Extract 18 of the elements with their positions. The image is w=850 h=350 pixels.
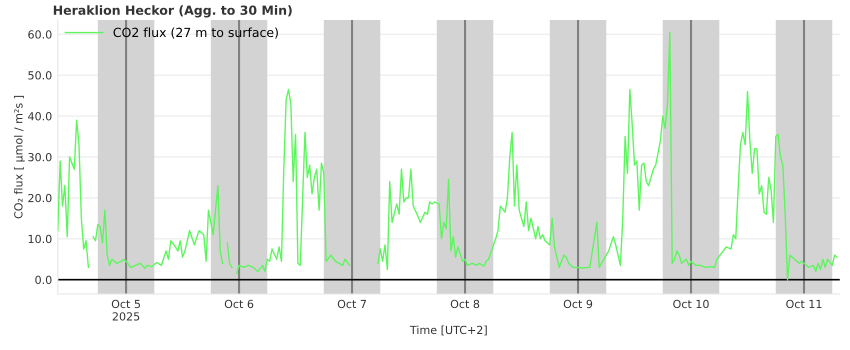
x-tick-label: Oct 10 — [673, 300, 709, 308]
y-tick-label: 0.0 — [35, 276, 52, 284]
x-tick-label: Oct 11 — [786, 300, 822, 308]
y-tick-label: 40.0 — [28, 112, 52, 120]
y-tick-label: 50.0 — [28, 71, 52, 80]
x-tick-label: Oct 7 — [338, 300, 366, 308]
y-tick-label: 30.0 — [28, 152, 52, 162]
legend-label: CO2 flux (27 m to surface) — [114, 27, 278, 39]
y-axis-title: CO₂ flux [ µmol / m²s ] — [14, 96, 25, 218]
chart-title: Heraklion Heckor (Agg. to 30 Min) — [54, 5, 292, 18]
y-tick-label: 20.0 — [28, 194, 52, 202]
x-tick-label: Oct 8 — [450, 300, 480, 308]
y-tick-label: 10.0 — [28, 234, 52, 244]
x-tick-label: Oct 5 2025 — [112, 300, 140, 321]
x-tick-label: Oct 9 — [564, 300, 592, 308]
x-tick-label: Oct 6 — [224, 300, 254, 308]
x-axis-title: Time [UTC+2] — [410, 326, 487, 336]
y-tick-label: 60.0 — [28, 30, 52, 39]
